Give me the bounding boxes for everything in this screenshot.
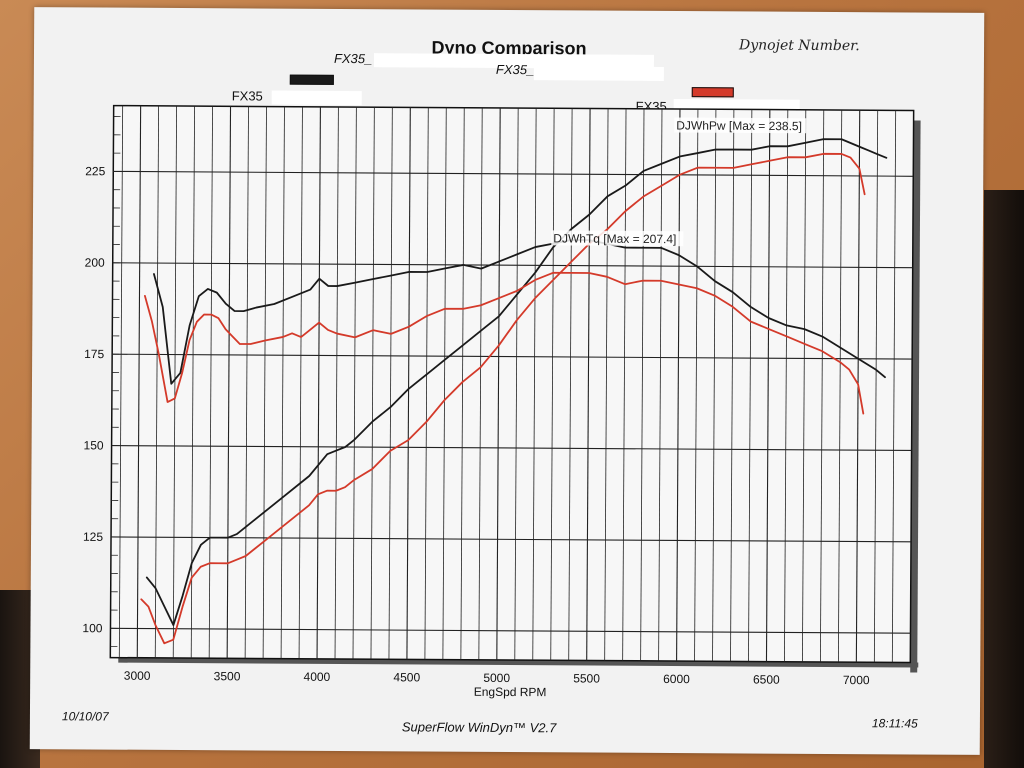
grid-line-v <box>478 107 483 660</box>
y-tick-label: 100 <box>82 621 102 635</box>
grid-line-v <box>873 110 879 663</box>
x-axis-label: EngSpd RPM <box>474 685 547 699</box>
grid-line-h <box>110 627 911 634</box>
grid-line-v <box>226 106 232 659</box>
grid-line-v <box>568 108 573 661</box>
grid-line-v <box>316 106 321 659</box>
grid-line-v <box>640 108 645 661</box>
x-tick-label: 3500 <box>214 669 241 683</box>
grid-line-v <box>784 109 789 662</box>
grid-line-v <box>154 105 160 658</box>
y-tick-label: 175 <box>84 347 104 361</box>
annotation-bg <box>551 230 684 247</box>
annotation-bg <box>674 117 807 134</box>
y-tick-label: 125 <box>83 530 103 544</box>
grid-line-v <box>891 110 897 663</box>
y-tick-label: 150 <box>84 438 104 452</box>
grid-line-v <box>694 109 699 662</box>
grid-line-v <box>730 109 735 662</box>
grid-line-v <box>208 106 213 659</box>
x-tick-label: 3000 <box>124 669 151 683</box>
grid-line-v <box>802 109 807 662</box>
grid-line-v <box>712 109 717 662</box>
x-tick-label: 4000 <box>304 670 331 684</box>
grid-line-v <box>550 108 555 661</box>
grid-line-v <box>532 108 537 661</box>
grid-line-v <box>460 107 465 660</box>
grid-line-v <box>604 108 609 661</box>
dyno-printout: Dyno Comparison Dynojet Number. FX35_ FX… <box>29 7 985 755</box>
grid-line-v <box>658 108 663 661</box>
y-tick-label: 225 <box>85 164 105 178</box>
grid-line-v <box>352 107 357 660</box>
x-tick-label: 5000 <box>483 671 510 685</box>
x-tick-label: 6500 <box>753 673 780 687</box>
grid-line-v <box>586 108 591 661</box>
series-line-3 <box>153 239 886 385</box>
desk-shadow-right <box>984 190 1024 768</box>
footer-software: SuperFlow WinDyn™ V2.7 <box>401 719 557 736</box>
grid-line-v <box>622 108 627 661</box>
grid-line-v <box>748 109 753 662</box>
grid-line-v <box>406 107 411 660</box>
grid-line-v <box>514 108 519 661</box>
grid-line-v <box>388 107 393 660</box>
grid-line-v <box>118 105 124 658</box>
grid-line-h <box>112 262 913 269</box>
grid-line-v <box>244 106 249 659</box>
x-tick-label: 7000 <box>843 673 870 687</box>
plot-frame <box>109 104 915 664</box>
grid-line-h <box>111 536 912 543</box>
series-annotation: DJWhPw [Max = 238.5] <box>676 118 802 133</box>
series-annotation: DJWhTq [Max = 207.4] <box>553 231 676 246</box>
grid-line-v <box>442 107 447 660</box>
series-line-1 <box>145 138 888 626</box>
footer-time: 18:11:45 <box>871 716 918 731</box>
grid-line-v <box>262 106 267 659</box>
grid-line-v <box>765 109 771 662</box>
footer-date: 10/10/07 <box>61 709 109 724</box>
grid-line-v <box>334 106 339 659</box>
grid-line-h <box>112 353 913 360</box>
grid-line-v <box>370 107 375 660</box>
grid-line-h <box>111 445 912 451</box>
grid-line-v <box>676 109 681 662</box>
grid-line-h <box>113 170 914 177</box>
grid-line-v <box>280 106 285 659</box>
grid-line-v <box>136 105 142 658</box>
grid-line-v <box>837 110 843 663</box>
dyno-chart: 100 125 150 175 200 225 3000 3500 4000 4500 5000 55… <box>82 104 921 699</box>
grid-line-v <box>496 107 501 660</box>
x-tick-label: 6000 <box>663 672 690 686</box>
series-line-4 <box>144 271 865 415</box>
x-tick-label: 4500 <box>393 670 420 684</box>
grid-line-v <box>298 106 303 659</box>
plot-shadow-bottom <box>118 657 919 668</box>
y-tick-label: 200 <box>85 256 105 270</box>
grid-line-v <box>820 109 825 662</box>
x-tick-label: 5500 <box>573 671 600 685</box>
series-line-2 <box>140 152 866 645</box>
grid-line-v <box>424 107 429 660</box>
grid-line-v <box>172 105 177 658</box>
